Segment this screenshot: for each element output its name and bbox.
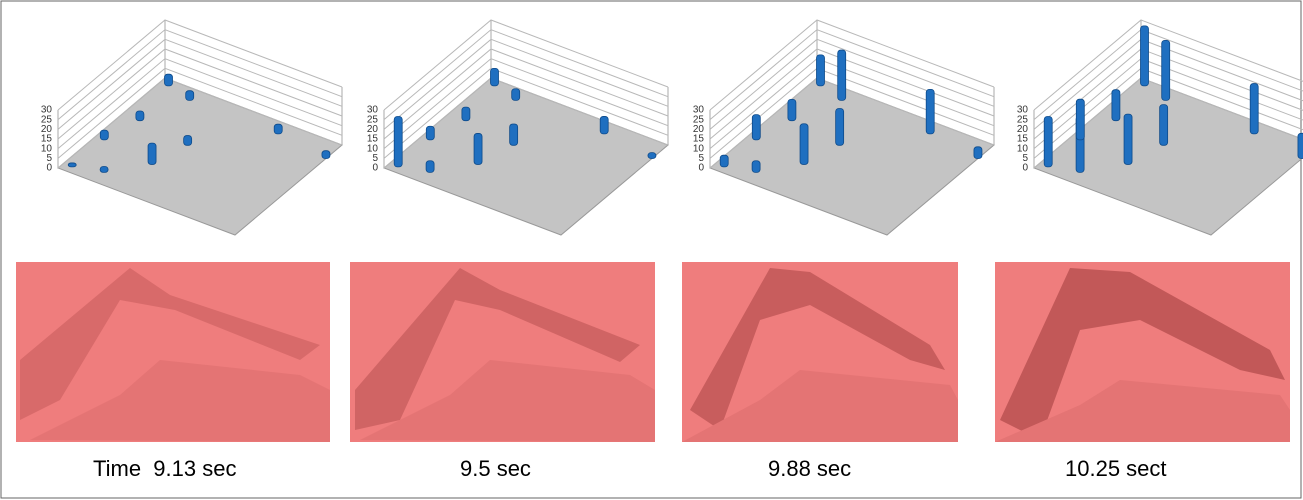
- bar: [800, 124, 808, 165]
- y-tick-label: 0: [372, 163, 378, 174]
- render-image: [682, 262, 958, 442]
- y-tick-label: 20: [693, 124, 705, 135]
- y-tick-label: 15: [367, 134, 379, 145]
- y-tick-label: 30: [1017, 105, 1029, 116]
- y-tick-label: 15: [1017, 134, 1029, 145]
- bar: [1112, 90, 1120, 121]
- render-image: [995, 262, 1290, 442]
- bar: [512, 89, 520, 101]
- bar: [1250, 84, 1258, 134]
- bar: [752, 161, 760, 173]
- bar: [1124, 114, 1132, 164]
- y-tick-label: 10: [367, 143, 379, 154]
- bar: [510, 124, 518, 145]
- caption: 10.25 sect: [1065, 456, 1167, 481]
- caption: Time 9.13 sec: [93, 456, 236, 481]
- bar: [165, 74, 173, 86]
- bar: [274, 124, 282, 134]
- bar: [1298, 133, 1303, 158]
- y-tick-label: 15: [41, 134, 53, 145]
- y-tick-label: 10: [693, 143, 705, 154]
- y-tick-label: 5: [46, 153, 52, 164]
- bar: [838, 50, 846, 100]
- bar: [720, 155, 728, 167]
- bar: [817, 55, 825, 86]
- y-tick-label: 5: [372, 153, 378, 164]
- y-tick-label: 20: [41, 124, 53, 135]
- bar: [648, 153, 656, 159]
- bar: [462, 107, 470, 121]
- bar: [600, 116, 608, 133]
- y-tick-label: 25: [367, 114, 379, 125]
- y-tick-label: 25: [1017, 114, 1029, 125]
- bar: [426, 161, 434, 173]
- bar: [186, 91, 194, 101]
- caption: 9.5 sec: [460, 456, 531, 481]
- y-tick-label: 20: [1017, 124, 1029, 135]
- bar: [836, 109, 844, 146]
- bar: [491, 68, 499, 85]
- bar: [926, 89, 934, 134]
- y-tick-label: 25: [693, 114, 705, 125]
- caption: 9.88 sec: [768, 456, 851, 481]
- bar: [100, 167, 108, 173]
- bar: [322, 151, 330, 159]
- bar: [974, 147, 982, 159]
- y-tick-label: 30: [41, 105, 53, 116]
- bar: [752, 115, 760, 140]
- bar: [68, 163, 76, 167]
- bar: [100, 130, 108, 140]
- y-tick-label: 25: [41, 114, 53, 125]
- y-tick-label: 0: [698, 163, 704, 174]
- render-image: [16, 262, 330, 442]
- bar: [1160, 105, 1168, 146]
- y-tick-label: 10: [41, 143, 53, 154]
- bar: [474, 133, 482, 164]
- y-tick-label: 20: [367, 124, 379, 135]
- y-tick-label: 5: [698, 153, 704, 164]
- bar: [1076, 99, 1084, 140]
- bar: [136, 111, 144, 121]
- y-tick-label: 0: [46, 163, 52, 174]
- render-images: [16, 262, 1290, 442]
- y-tick-label: 5: [1022, 153, 1028, 164]
- bar: [788, 99, 796, 120]
- y-tick-label: 0: [1022, 163, 1028, 174]
- bar: [394, 117, 402, 167]
- bar: [1044, 117, 1052, 167]
- bar: [426, 126, 434, 140]
- bar: [1141, 26, 1149, 86]
- figure: Time 9.13 sec 9.5 sec 9.88 sec 10.25 sec…: [0, 0, 1303, 500]
- y-tick-label: 30: [693, 105, 705, 116]
- y-tick-label: 10: [1017, 143, 1029, 154]
- y-tick-label: 15: [693, 134, 705, 145]
- render-image: [350, 262, 655, 442]
- bar: [148, 143, 156, 164]
- bar: [184, 136, 192, 146]
- y-tick-label: 30: [367, 105, 379, 116]
- bar: [1162, 40, 1170, 100]
